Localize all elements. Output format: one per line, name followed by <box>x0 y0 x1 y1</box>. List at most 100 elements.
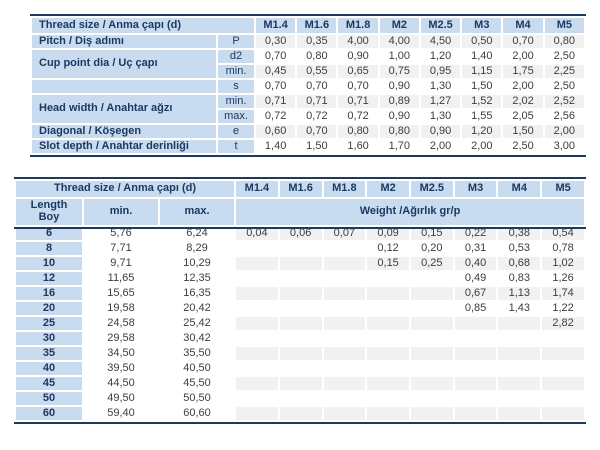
dimension-row: Slot depth / Anahtar derinliği t 1,40 1,50 1… <box>32 140 584 153</box>
dimension-value: 0,70 <box>256 50 296 63</box>
min-value: 59,40 <box>84 407 158 420</box>
length-row: 35 34,50 35,50 <box>16 347 584 360</box>
length-row: 25 24,58 25,42 2,82 <box>16 317 584 330</box>
max-value: 45,50 <box>160 377 235 390</box>
length-row: 8 7,71 8,29 0,12 0,20 0,31 0,53 0,78 <box>16 242 584 255</box>
dimension-value: 0,80 <box>379 125 419 138</box>
weight-value <box>279 332 322 345</box>
min-value: 11,65 <box>84 272 158 285</box>
weight-value <box>279 257 322 270</box>
weight-value <box>454 407 497 420</box>
dimension-value: 0,90 <box>379 80 419 93</box>
weight-value: 0,68 <box>498 257 541 270</box>
dimension-value: 0,71 <box>297 95 337 108</box>
weight-value <box>367 287 409 300</box>
dimension-value: 0,95 <box>420 65 461 78</box>
dimension-row: Pitch / Diş adımı P 0,30 0,35 4,00 4,00 4,50 0,… <box>32 35 584 48</box>
dimension-value: 0,72 <box>256 110 296 123</box>
weight-value <box>236 362 278 375</box>
length-value: 40 <box>16 362 82 375</box>
weight-value <box>367 347 409 360</box>
weight-value <box>279 287 322 300</box>
dimension-value: 1,00 <box>379 50 419 63</box>
min-value: 49,50 <box>84 392 158 405</box>
dimension-value: 0,65 <box>338 65 378 78</box>
weight-value <box>410 347 453 360</box>
length-value: 16 <box>16 287 82 300</box>
min-value: 7,71 <box>84 242 158 255</box>
length-label-en: Length <box>30 199 68 212</box>
weight-value <box>279 347 322 360</box>
max-value: 10,29 <box>160 257 235 270</box>
size-header-m5: M5 <box>544 18 584 33</box>
length-value: 6 <box>16 227 82 240</box>
weight-value <box>323 347 366 360</box>
size-header-m1-8: M1.8 <box>338 18 378 33</box>
weight-value <box>323 272 366 285</box>
header-divider-rule <box>14 227 586 229</box>
weight-value <box>279 317 322 330</box>
dimension-table: Thread size / Anma çapı (d) M1.4 M1.6 M1… <box>30 16 586 155</box>
weight-value <box>367 302 409 315</box>
weight-value: 0,54 <box>542 227 584 240</box>
weight-value <box>279 392 322 405</box>
length-value: 50 <box>16 392 82 405</box>
dimension-value: 1,60 <box>338 140 378 153</box>
dimension-row: Cup point dia / Uç çapı d2 0,70 0,80 0,90 1,0… <box>32 50 584 78</box>
dimension-row-symbol: t <box>218 140 255 153</box>
weight-value <box>236 272 278 285</box>
weight-value <box>367 392 409 405</box>
weight-value <box>236 332 278 345</box>
dimension-value: 1,27 <box>420 95 461 108</box>
size-header-m4: M4 <box>503 18 543 33</box>
weight-value <box>454 377 497 390</box>
weight-value <box>498 347 541 360</box>
dimension-value: 0,72 <box>338 110 378 123</box>
max-value: 60,60 <box>160 407 235 420</box>
dimension-value: 0,89 <box>379 95 419 108</box>
dimension-value: 1,52 <box>462 95 502 108</box>
dimension-spec-table: Thread size / Anma çapı (d) M1.4 M1.6 M1… <box>30 14 586 157</box>
length-weight-table: Thread size / Anma çapı (d) M1.4 M1.6 M1… <box>14 177 586 424</box>
weight-value <box>279 302 322 315</box>
weight-value: 0,15 <box>410 227 453 240</box>
weight-value: 1,43 <box>498 302 541 315</box>
size-header-m1-6: M1.6 <box>279 181 322 197</box>
weight-value <box>454 392 497 405</box>
length-value: 20 <box>16 302 82 315</box>
length-row: 60 59,40 60,60 <box>16 407 584 420</box>
weight-value <box>279 242 322 255</box>
weight-value <box>454 317 497 330</box>
dimension-row: s 0,70 0,70 0,70 0,90 1,30 1,50 2,00 2,50 <box>32 80 584 93</box>
dimension-row: min. 0,45 0,55 0,65 0,75 0,95 1,15 1,75 2,25 <box>32 65 584 78</box>
dimension-value: 2,50 <box>544 50 584 63</box>
weight-value: 0,83 <box>498 272 541 285</box>
weight-value <box>498 317 541 330</box>
min-value: 15,65 <box>84 287 158 300</box>
size-header-m1-4: M1.4 <box>236 181 278 197</box>
dimension-value: 1,20 <box>462 125 502 138</box>
weight-column-header: Weight /Ağırlık gr/p <box>236 199 584 225</box>
dimension-row-label <box>32 80 216 93</box>
weight-value <box>367 407 409 420</box>
weight-value: 0,09 <box>367 227 409 240</box>
weight-value <box>542 377 584 390</box>
dimension-value: 2,00 <box>503 80 543 93</box>
length-value: 12 <box>16 272 82 285</box>
max-value: 12,35 <box>160 272 235 285</box>
weight-value <box>542 362 584 375</box>
dimension-value: 0,70 <box>256 80 296 93</box>
dimension-value: 2,50 <box>503 140 543 153</box>
weight-value <box>410 272 453 285</box>
weight-value <box>454 347 497 360</box>
length-table-body: 6 5,76 6,24 0,04 0,06 0,07 0,09 0,15 0,22 0,38 0,5… <box>16 227 584 420</box>
dimension-value: 4,00 <box>338 35 378 48</box>
size-header-m1-4: M1.4 <box>256 18 296 33</box>
dimension-value: 0,70 <box>297 125 337 138</box>
dimension-value: 2,00 <box>503 50 543 63</box>
length-row: 20 19,58 20,42 0,85 1,43 1,22 <box>16 302 584 315</box>
weight-value <box>323 332 366 345</box>
weight-value <box>498 392 541 405</box>
dimension-value: 0,71 <box>338 95 378 108</box>
dimension-row-symbol: min. <box>218 95 255 108</box>
